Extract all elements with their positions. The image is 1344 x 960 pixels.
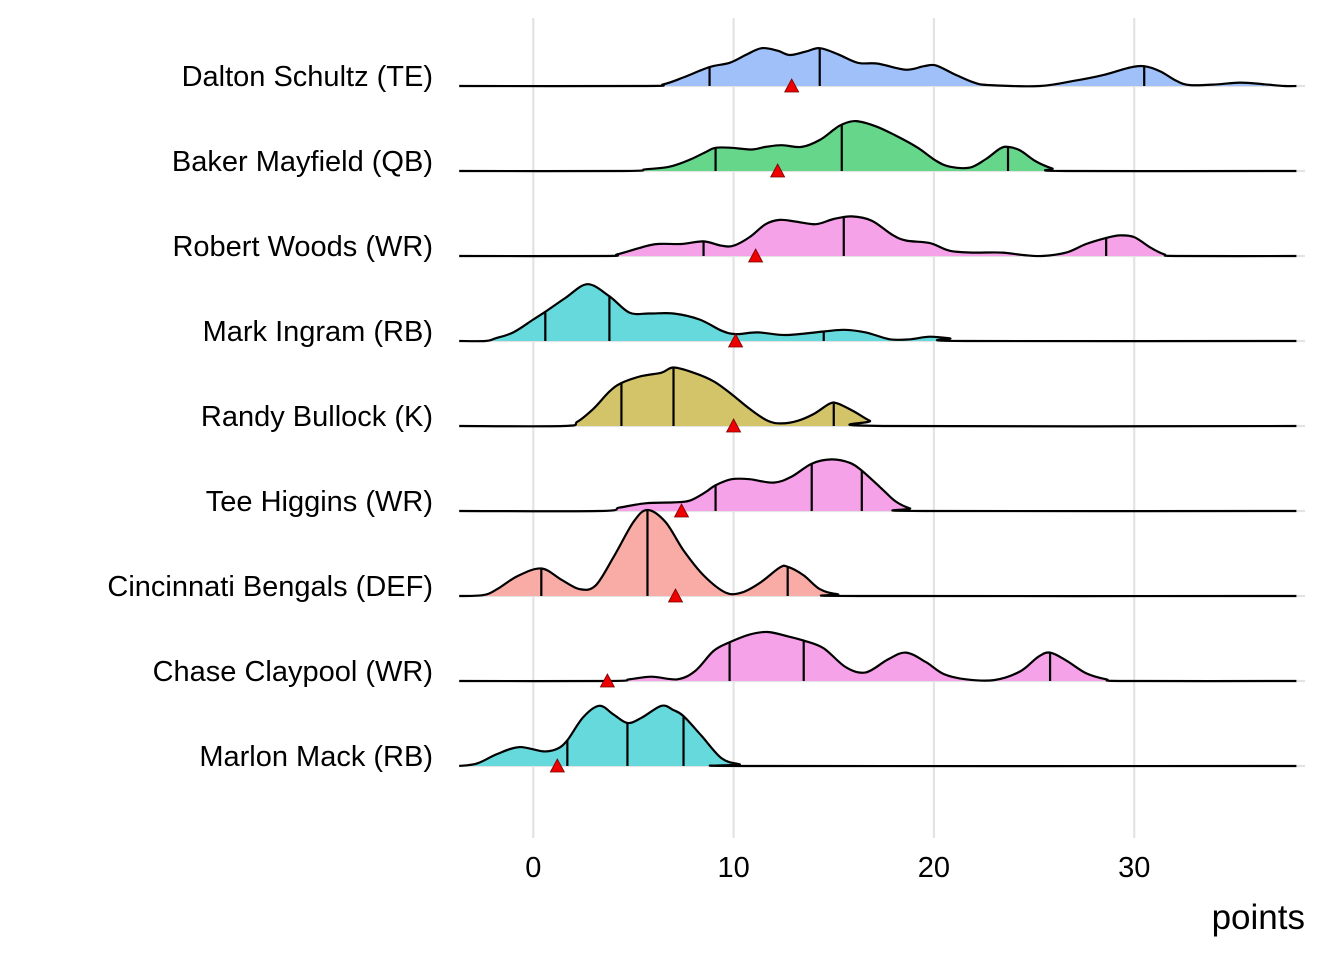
y-axis-labels: Dalton Schultz (TE) Baker Mayfield (QB) Ro…	[107, 61, 433, 773]
density-outline	[459, 630, 1297, 683]
x-tick-label: 0	[525, 852, 541, 884]
density-area	[459, 510, 1297, 597]
density-outline	[459, 508, 1297, 598]
mean-marker	[725, 418, 742, 433]
density-outline	[459, 46, 1297, 88]
y-label: Baker Mayfield (QB)	[172, 146, 433, 178]
density-area	[459, 216, 1297, 257]
ridge-robert-woods-wr	[459, 215, 1297, 263]
mean-marker	[667, 588, 684, 603]
mean-marker	[727, 333, 744, 348]
y-label: Dalton Schultz (TE)	[182, 61, 433, 93]
x-tick-label: 10	[717, 852, 749, 884]
mean-marker	[747, 248, 764, 263]
x-tick-label: 30	[1118, 852, 1150, 884]
density-area	[459, 631, 1297, 682]
density-outline	[459, 215, 1297, 258]
density-area	[459, 367, 1297, 427]
ridge-randy-bullock-k	[459, 366, 1297, 433]
ridge-baker-mayfield-qb	[459, 119, 1297, 178]
y-label: Mark Ingram (RB)	[203, 316, 433, 348]
y-label: Chase Claypool (WR)	[153, 656, 433, 688]
density-outline	[459, 283, 1297, 343]
ridge-marlon-mack-rb	[459, 704, 1297, 773]
density-outline	[459, 366, 1297, 428]
density-area	[459, 121, 1297, 172]
mean-marker	[673, 503, 690, 518]
y-label: Cincinnati Bengals (DEF)	[107, 571, 433, 603]
mean-marker	[549, 758, 566, 773]
y-label: Tee Higgins (WR)	[206, 486, 433, 518]
mean-marker	[769, 163, 786, 178]
density-outline	[459, 704, 1297, 768]
density-outline	[459, 119, 1297, 173]
y-label: Robert Woods (WR)	[172, 231, 433, 263]
y-label: Marlon Mack (RB)	[199, 741, 433, 773]
x-axis-ticks: 0 10 20 30	[525, 852, 1150, 884]
x-axis-title: points	[1212, 898, 1305, 937]
density-area	[459, 284, 1297, 342]
mean-marker	[599, 673, 616, 688]
x-tick-label: 20	[918, 852, 950, 884]
ridge-mark-ingram-rb	[459, 283, 1297, 348]
y-label: Randy Bullock (K)	[201, 401, 433, 433]
density-area	[459, 705, 1297, 767]
ridge-dalton-schultz-te	[459, 46, 1297, 93]
ridges	[459, 46, 1297, 773]
ridge-tee-higgins-wr	[459, 458, 1297, 518]
density-area	[459, 48, 1297, 87]
density-outline	[459, 458, 1297, 513]
ridge-cincinnati-bengals-def	[459, 508, 1297, 603]
ridge-chase-claypool-wr	[459, 630, 1297, 688]
mean-marker	[784, 78, 800, 93]
